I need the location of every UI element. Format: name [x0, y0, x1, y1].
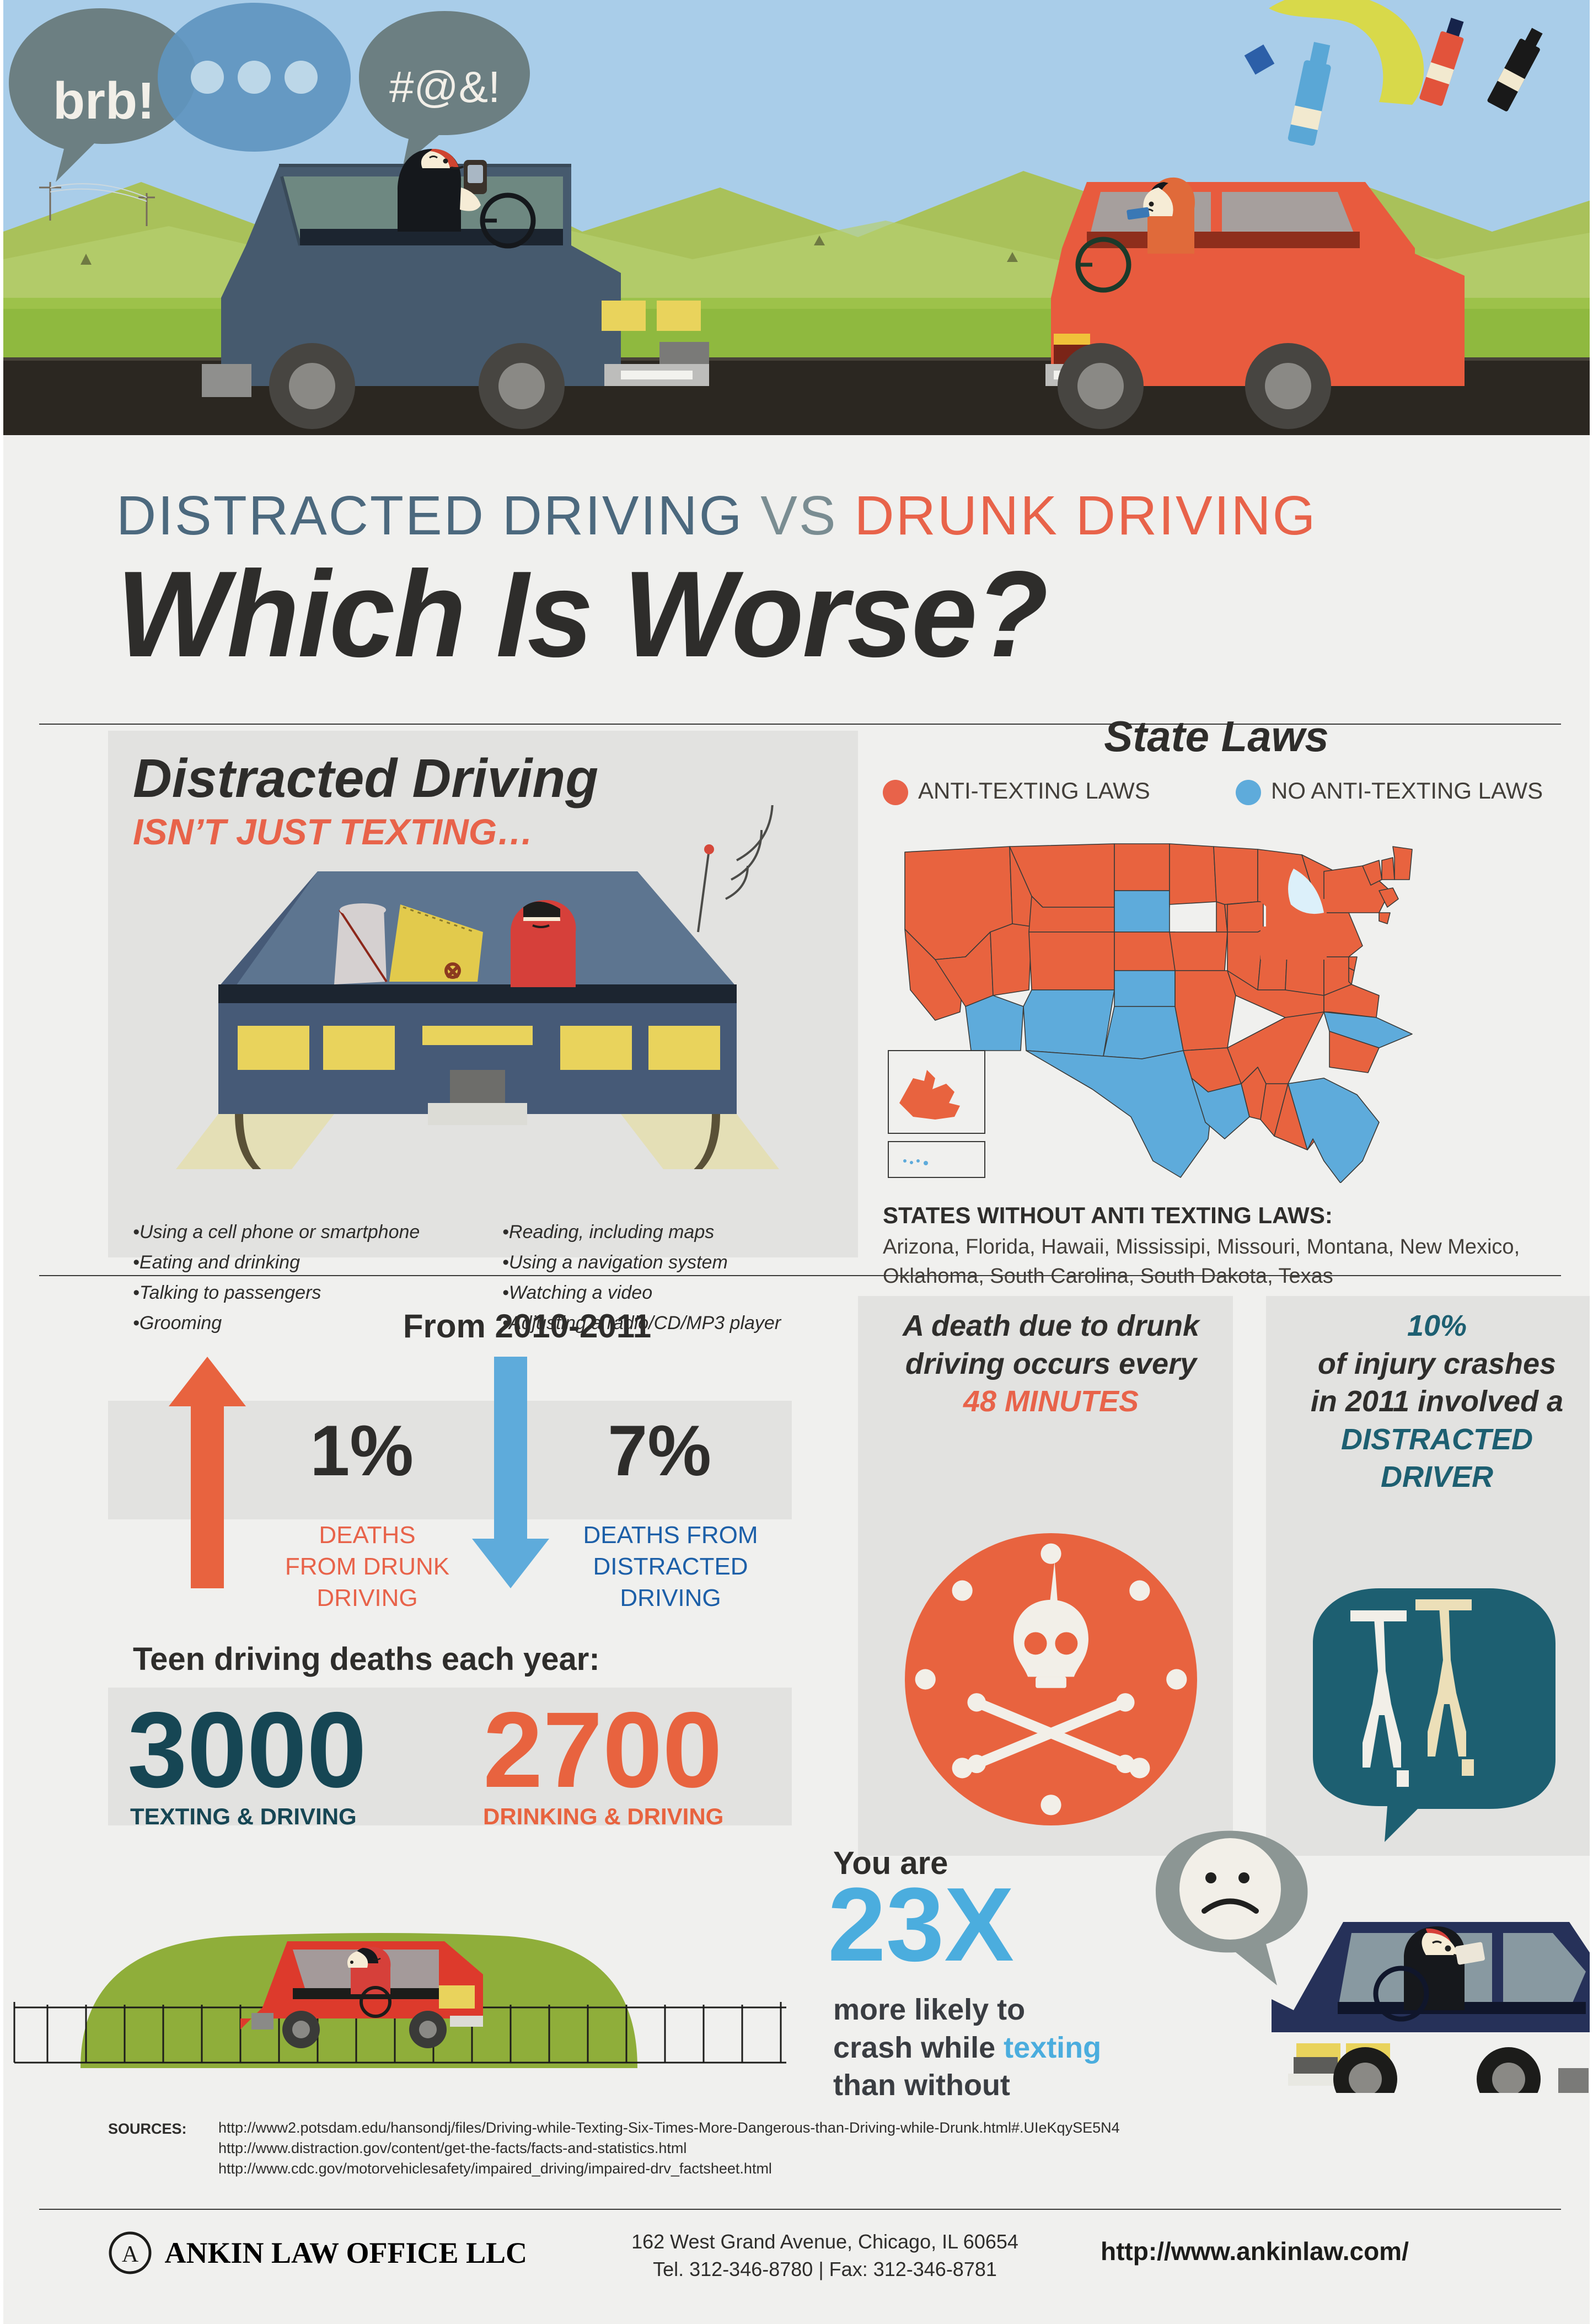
svg-text:#@&!: #@&!	[389, 62, 500, 111]
svg-text:A: A	[122, 2242, 139, 2267]
svg-text:brb!: brb!	[53, 72, 155, 130]
